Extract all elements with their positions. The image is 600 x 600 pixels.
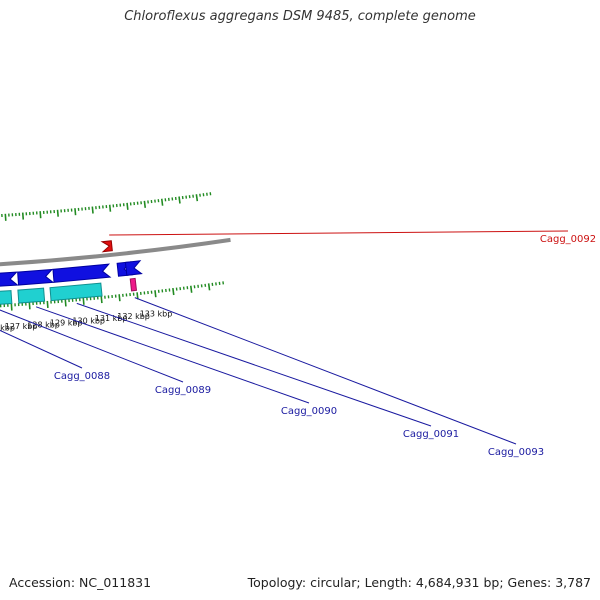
inner-tick [28,302,31,310]
outer-tick [160,198,164,206]
cds-block [17,287,46,304]
inner-tick [136,292,139,300]
gene-label: Cagg_0089 [155,385,211,396]
gene-callouts: Cagg_0088 Cagg_0089 Cagg_0090 Cagg_0091 Cagg… [0,230,596,458]
genome-backbone [0,237,231,267]
inner-tick [172,287,175,296]
scale-label: 132 kbp [117,312,150,321]
gene-label: Cagg_0091 [403,429,459,440]
gene-block [124,260,143,276]
feature-track [0,240,143,305]
scale-label: 133 kbp [140,309,173,318]
inner-tick [207,283,211,291]
outer-tick [178,196,181,204]
inner-tick [82,297,85,305]
callout-line [134,297,517,445]
inner-tick-ring [0,281,225,311]
outer-tick [56,209,59,217]
gene-block [17,268,55,286]
inner-tick [100,296,103,304]
accession-label: Accession: NC_011831 [9,575,152,590]
map-title: Chloroflexus aggregans DSM 9485, complet… [124,9,476,24]
scale-label: 130 kbp [72,316,105,325]
rna-arrow [100,240,113,253]
callout-line [0,329,83,369]
outer-tick-ring [1,192,212,221]
genome-summary: Topology: circular; Length: 4,684,931 bp… [247,575,591,590]
callout-line [35,306,310,404]
gene-label: Cagg_0090 [281,406,337,417]
outer-tick [39,211,42,219]
outer-tick [143,200,147,208]
rna-block [129,277,138,292]
gene-label: Cagg_0093 [488,447,544,458]
cds-block [49,282,103,302]
scale-label: 126 kbp [0,324,15,333]
outer-tick [195,194,199,202]
callout-line [109,230,569,236]
gene-label: Cagg_0092 [540,234,596,245]
inner-tick [118,294,121,302]
scale-label: 131 kbp [95,314,128,323]
inner-tick [189,285,193,293]
inner-tick [64,299,67,307]
gene-label: Cagg_0088 [54,371,110,382]
callout-line [0,309,184,383]
callout-line [76,302,432,427]
outer-tick [126,202,129,210]
gene-block [52,263,112,283]
outer-tick [21,212,25,220]
scale-label: 129 kbp [50,318,83,327]
gene-block [0,271,19,287]
outer-tick [108,204,112,212]
outer-tick [74,208,77,216]
inner-tick [46,300,49,308]
outer-tick [91,206,94,214]
scale-label: 127 kbp [5,322,38,331]
inner-tick [154,290,157,298]
cds-block [0,290,13,305]
scale-label: 128 kbp [27,320,60,329]
